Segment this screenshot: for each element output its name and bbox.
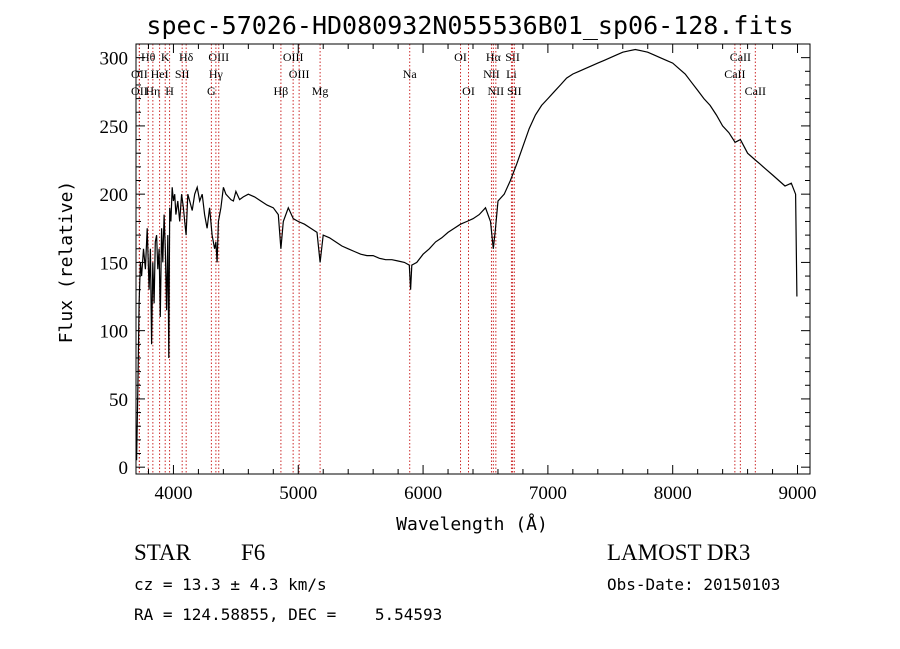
x-tick-label: 6000 xyxy=(404,483,442,504)
coordinates: RA = 124.58855, DEC = 5.54593 xyxy=(134,605,443,624)
emission-line-label: SII xyxy=(175,67,190,81)
emission-line-label: Na xyxy=(403,67,418,81)
observation-date: Obs-Date: 20150103 xyxy=(607,575,781,594)
emission-line-label: Hγ xyxy=(209,67,224,81)
emission-line-label: CaII xyxy=(724,67,745,81)
emission-line-label: Hθ xyxy=(141,50,156,64)
emission-line-label: K xyxy=(161,50,170,64)
x-axis-label: Wavelength (Å) xyxy=(396,513,548,535)
redshift-value: cz = 13.3 ± 4.3 km/s xyxy=(134,575,327,594)
emission-line-label: Hδ xyxy=(179,50,194,64)
y-tick-label: 100 xyxy=(100,322,129,343)
x-tick-label: 7000 xyxy=(529,483,567,504)
spectrum-series-line xyxy=(136,48,798,461)
emission-line-label: CaII xyxy=(730,50,751,64)
emission-line-label: Hβ xyxy=(274,84,289,98)
x-tick-label: 4000 xyxy=(154,483,192,504)
emission-line-label: H xyxy=(165,84,174,98)
y-tick-label: 250 xyxy=(100,117,129,138)
emission-line-label: OI xyxy=(462,84,475,98)
emission-line-label: NII xyxy=(483,67,500,81)
y-axis-label: Flux (relative) xyxy=(56,181,77,344)
object-class: STAR xyxy=(134,540,191,565)
emission-line-label: Li xyxy=(506,67,517,81)
emission-line-label: G xyxy=(207,84,216,98)
emission-line-label: OIII xyxy=(283,50,304,64)
object-subclass: F6 xyxy=(241,540,266,565)
emission-line-label: OII xyxy=(131,84,148,98)
emission-line-label: OIII xyxy=(208,50,229,64)
emission-line-label: SII xyxy=(507,84,522,98)
y-tick-label: 150 xyxy=(100,253,129,274)
axis-ticks: 4000 5000 6000 7000 8000 9000 0 50 100 150 200 250 3… xyxy=(100,44,817,504)
plot-frame xyxy=(135,43,811,475)
y-tick-label: 0 xyxy=(119,458,129,479)
emission-line-label: OI xyxy=(454,50,467,64)
x-tick-label: 9000 xyxy=(779,483,817,504)
x-tick-label: 5000 xyxy=(279,483,317,504)
emission-line-label: Hη xyxy=(145,84,160,98)
y-tick-label: 300 xyxy=(100,49,129,70)
emission-line-label: NII xyxy=(488,84,505,98)
chart-title: spec-57026-HD080932N055536B01_sp06-128.f… xyxy=(146,11,793,40)
emission-line-label: Hα xyxy=(486,50,502,64)
emission-line-label: HeI xyxy=(151,67,169,81)
y-tick-label: 50 xyxy=(109,390,128,411)
emission-line-label: OIII xyxy=(289,67,310,81)
y-tick-label: 200 xyxy=(100,185,129,206)
emission-line-label: CaII xyxy=(745,84,766,98)
emission-line-label: SII xyxy=(505,50,520,64)
survey-name: LAMOST DR3 xyxy=(607,540,751,565)
x-tick-label: 8000 xyxy=(654,483,692,504)
emission-line-label: OII xyxy=(131,67,148,81)
emission-line-label: Mg xyxy=(312,84,329,98)
